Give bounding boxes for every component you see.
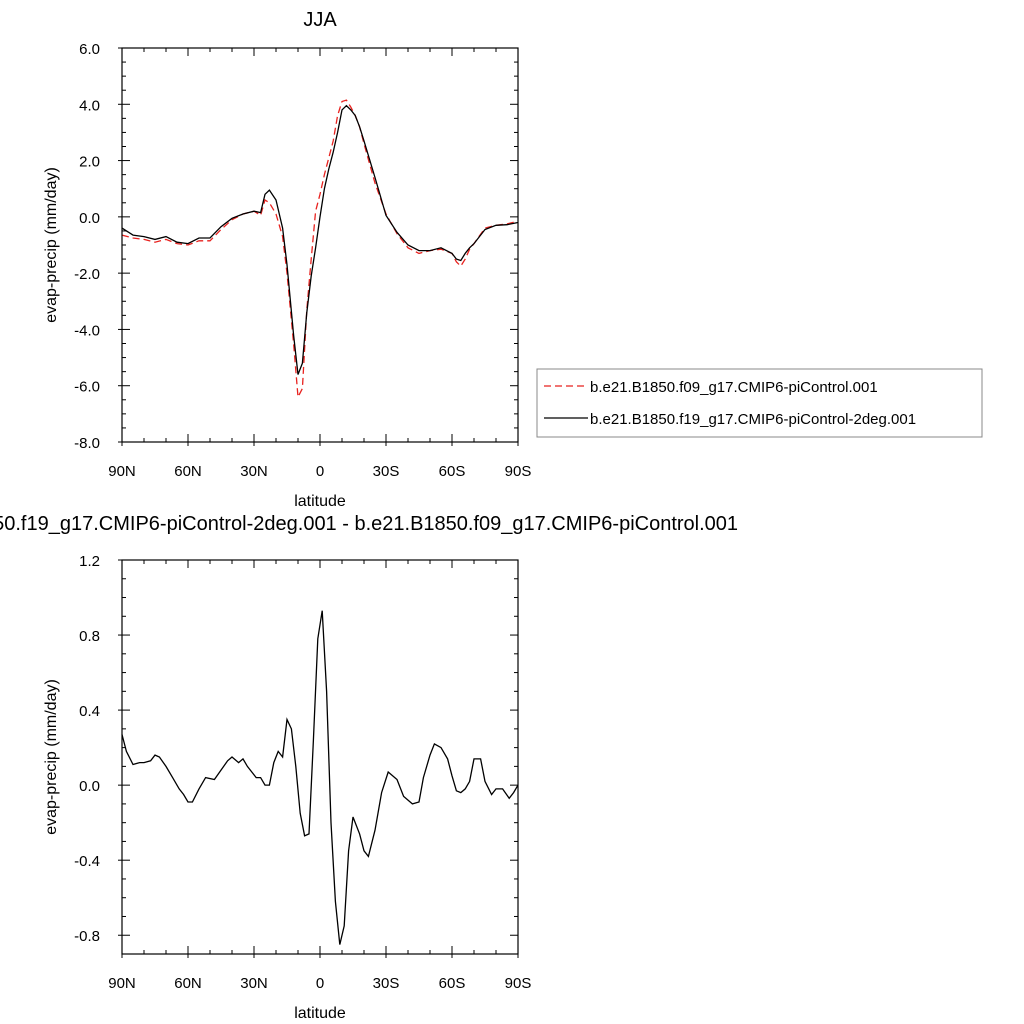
top-x-tick-label: 30S — [373, 463, 400, 480]
bottom-x-axis-label: latitude — [294, 1005, 346, 1022]
top-y-tick-label: -8.0 — [74, 435, 100, 452]
bottom-x-tick-label: 60N — [174, 975, 202, 992]
top-x-tick-label: 90S — [505, 463, 532, 480]
bottom-x-tick-label: 0 — [316, 975, 324, 992]
bottom-chart-title: b.e21.B1850.f19_g17.CMIP6-piControl-2deg… — [0, 513, 738, 535]
legend-label-2: b.e21.B1850.f19_g17.CMIP6-piControl-2deg… — [590, 411, 916, 428]
top-y-tick-label: 2.0 — [79, 154, 100, 171]
top-y-tick-label: 6.0 — [79, 41, 100, 58]
legend-box — [536, 368, 983, 438]
top-x-axis-label: latitude — [294, 493, 346, 510]
top-y-tick-label: 0.0 — [79, 210, 100, 227]
bottom-y-tick-label: -0.8 — [74, 928, 100, 945]
legend-label-1: b.e21.B1850.f09_g17.CMIP6-piControl.001 — [590, 379, 878, 396]
top-x-tick-label: 60S — [439, 463, 466, 480]
top-panel: JJA -8.0 -6.0 -4.0 -2.0 0.0 2.0 4.0 6.0 90N 60N 30… — [43, 9, 983, 510]
bottom-x-tick-label: 60S — [439, 975, 466, 992]
top-y-tick-label: -4.0 — [74, 322, 100, 339]
bottom-x-tick-label: 90N — [108, 975, 136, 992]
top-chart-title: JJA — [303, 9, 337, 31]
bottom-y-tick-label: 0.0 — [79, 778, 100, 795]
bottom-y-axis-label: evap-precip (mm/day) — [43, 679, 60, 835]
bottom-plot-frame — [121, 559, 519, 955]
bottom-x-tick-label: 30N — [240, 975, 268, 992]
top-y-tick-label: -2.0 — [74, 266, 100, 283]
bottom-y-tick-label: -0.4 — [74, 853, 100, 870]
bottom-panel: b.e21.B1850.f19_g17.CMIP6-piControl-2deg… — [0, 513, 738, 1022]
bottom-x-tick-label: 30S — [373, 975, 400, 992]
top-x-tick-label: 0 — [316, 463, 324, 480]
top-y-axis-label: evap-precip (mm/day) — [43, 167, 60, 323]
bottom-y-tick-label: 1.2 — [79, 553, 100, 570]
bottom-y-tick-label: 0.4 — [79, 703, 100, 720]
bottom-series-line-1 — [121, 610, 519, 945]
top-series-line-1 — [121, 99, 519, 400]
bottom-y-tick-label: 0.8 — [79, 628, 100, 645]
legend: b.e21.B1850.f09_g17.CMIP6-piControl.001 … — [536, 368, 983, 438]
top-y-tick-label: 4.0 — [79, 97, 100, 114]
top-plot-frame — [121, 47, 519, 443]
top-x-tick-label: 90N — [108, 463, 136, 480]
top-y-tick-label: -6.0 — [74, 379, 100, 396]
top-series-line-2 — [121, 104, 519, 375]
top-x-tick-label: 60N — [174, 463, 202, 480]
bottom-x-tick-label: 90S — [505, 975, 532, 992]
top-x-tick-label: 30N — [240, 463, 268, 480]
